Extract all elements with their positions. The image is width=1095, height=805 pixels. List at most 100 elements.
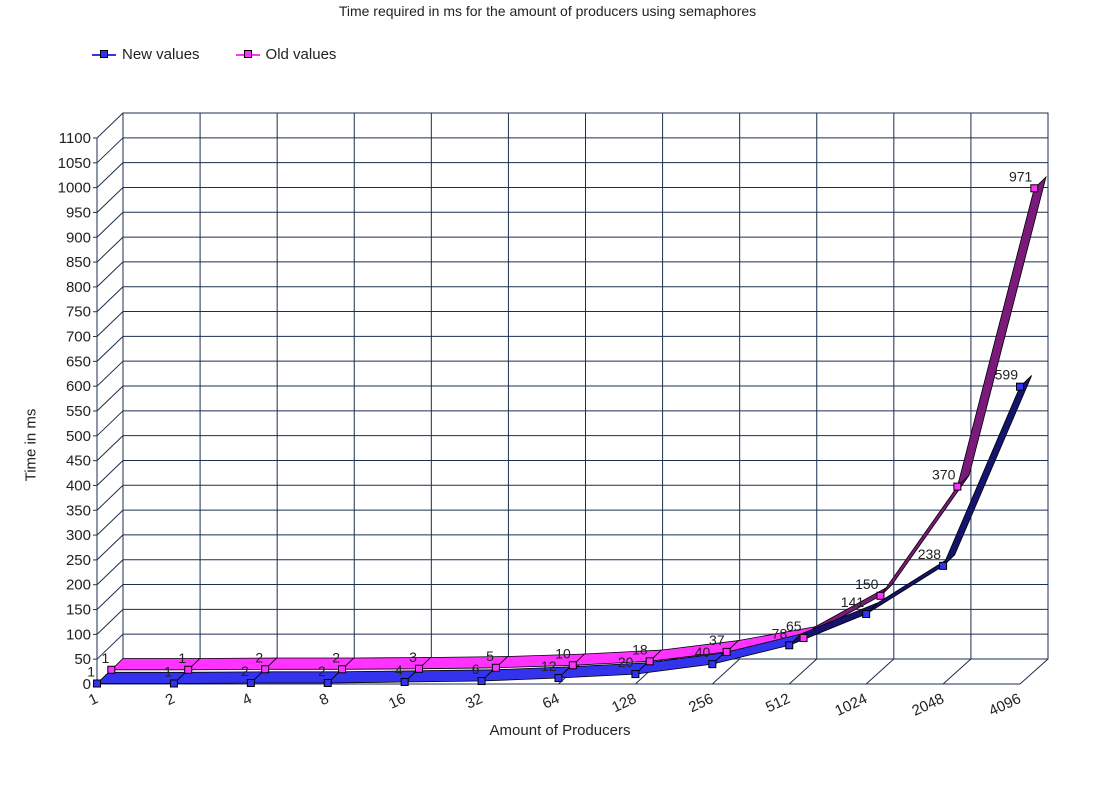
- old-values-marker-5: [491, 663, 500, 672]
- old-values-marker-9: [799, 633, 808, 642]
- y-grid-wall-3: [96, 584, 124, 610]
- old-values-data-label-7: 18: [632, 641, 648, 657]
- x-tick-label-1: 2: [163, 690, 178, 709]
- floor-line-9: [788, 658, 818, 685]
- y-grid-wall-17: [96, 236, 124, 263]
- old-values-data-label-9: 65: [786, 618, 802, 634]
- floor-line-8: [711, 658, 741, 685]
- x-tick-label-8: 256: [686, 690, 716, 716]
- new-values-data-label-3: 2: [318, 663, 326, 679]
- y-grid-wall-10: [96, 410, 124, 437]
- new-values-data-label-5: 6: [472, 661, 480, 677]
- y-grid-wall-1: [96, 633, 124, 660]
- legend-item-old-values: Old values: [235, 46, 337, 63]
- new-values-marker-0: [93, 679, 101, 688]
- y-tick-label-20: 1000: [58, 180, 91, 197]
- old-values-marker-3: [338, 665, 347, 674]
- y-axis-label: Time in ms: [22, 408, 40, 482]
- new-values-marker-3: [323, 679, 332, 688]
- x-tick-label-10: 1024: [832, 690, 869, 720]
- y-grid-wall-11: [96, 385, 124, 412]
- old-values-marker-10: [876, 591, 885, 600]
- y-grid-wall-20: [96, 162, 124, 188]
- legend: New values Old values: [92, 46, 336, 63]
- y-tick-label-10: 500: [66, 428, 91, 445]
- y-tick-label-2: 100: [66, 626, 91, 643]
- new-values-marker-12: [1016, 382, 1024, 391]
- old-values-ribbon-segment-11: [956, 175, 1047, 488]
- y-tick-label-12: 600: [66, 378, 91, 395]
- y-grid-wall-15: [96, 286, 124, 313]
- new-values-data-label-4: 4: [395, 662, 403, 678]
- y-tick-label-8: 400: [66, 477, 91, 494]
- legend-label-new-values: New values: [122, 46, 200, 63]
- x-tick-label-12: 4096: [986, 690, 1023, 720]
- y-grid-wall-14: [96, 311, 124, 337]
- old-values-data-label-4: 3: [409, 649, 417, 665]
- old-values-data-label-0: 1: [102, 650, 110, 666]
- old-values-marker-0: [107, 665, 116, 674]
- y-grid-wall-9: [96, 435, 124, 461]
- y-tick-label-1: 50: [74, 651, 91, 668]
- old-values-marker-7: [645, 657, 654, 666]
- old-values-marker-12: [1030, 184, 1039, 193]
- old-values-data-label-1: 1: [178, 650, 186, 666]
- new-values-marker-2: [246, 679, 255, 688]
- new-values-marker-8: [708, 660, 717, 669]
- new-values-data-label-7: 20: [618, 654, 634, 670]
- y-grid-wall-12: [96, 360, 124, 387]
- new-values-data-label-11: 238: [918, 546, 942, 562]
- floor-line-12: [1019, 658, 1049, 685]
- new-values-data-label-1: 1: [164, 664, 172, 680]
- y-tick-label-0: 0: [83, 676, 91, 693]
- x-tick-label-7: 128: [609, 690, 639, 716]
- legend-label-old-values: Old values: [265, 46, 337, 63]
- floor-line-10: [865, 658, 895, 685]
- new-values-marker-11: [939, 561, 948, 570]
- y-tick-label-22: 1100: [59, 130, 91, 147]
- legend-swatch-old-values: [235, 49, 260, 60]
- old-values-marker-1: [184, 665, 193, 674]
- y-tick-label-21: 1050: [58, 155, 91, 172]
- x-tick-label-9: 512: [763, 690, 793, 716]
- new-values-marker-4: [400, 678, 409, 687]
- old-values-data-label-5: 5: [486, 648, 494, 664]
- y-tick-label-11: 550: [66, 403, 91, 420]
- x-tick-label-4: 16: [386, 690, 408, 712]
- y-tick-label-4: 200: [66, 577, 91, 594]
- new-values-marker-7: [631, 670, 640, 679]
- floor-line-11: [942, 658, 972, 685]
- x-tick-label-2: 4: [240, 690, 255, 709]
- legend-item-new-values: New values: [92, 46, 200, 63]
- old-values-marker-2: [261, 665, 270, 674]
- y-tick-label-15: 750: [66, 304, 91, 321]
- y-tick-label-13: 650: [66, 353, 91, 370]
- new-values-data-label-6: 12: [541, 658, 557, 674]
- new-values-data-label-9: 78: [772, 625, 788, 641]
- old-values-data-label-3: 2: [332, 649, 340, 665]
- new-values-marker-6: [554, 674, 563, 683]
- chart-title: Time required in ms for the amount of pr…: [338, 3, 757, 19]
- y-tick-label-19: 950: [66, 204, 91, 221]
- new-values-marker-10: [862, 610, 871, 619]
- y-tick-label-16: 800: [66, 279, 91, 296]
- y-grid-wall-21: [96, 137, 124, 164]
- y-grid-wall-6: [96, 509, 124, 536]
- new-values-marker-9: [785, 641, 794, 650]
- x-tick-label-11: 2048: [909, 690, 946, 720]
- y-tick-label-14: 700: [66, 329, 91, 346]
- x-tick-label-6: 64: [540, 690, 562, 712]
- new-values-data-label-2: 2: [241, 663, 249, 679]
- legend-swatch-new-values: [92, 49, 116, 60]
- old-values-data-label-2: 2: [255, 649, 263, 665]
- y-grid-wall-2: [96, 609, 124, 635]
- new-values-data-label-8: 40: [695, 644, 711, 660]
- old-values-data-label-6: 10: [555, 645, 571, 661]
- y-tick-label-9: 450: [66, 453, 91, 470]
- y-grid-wall-8: [96, 460, 124, 486]
- old-values-data-label-8: 37: [709, 632, 725, 648]
- y-tick-label-5: 250: [66, 552, 91, 569]
- old-values-marker-8: [722, 647, 731, 656]
- y-tick-label-18: 900: [66, 229, 91, 246]
- y-tick-label-3: 150: [66, 602, 91, 619]
